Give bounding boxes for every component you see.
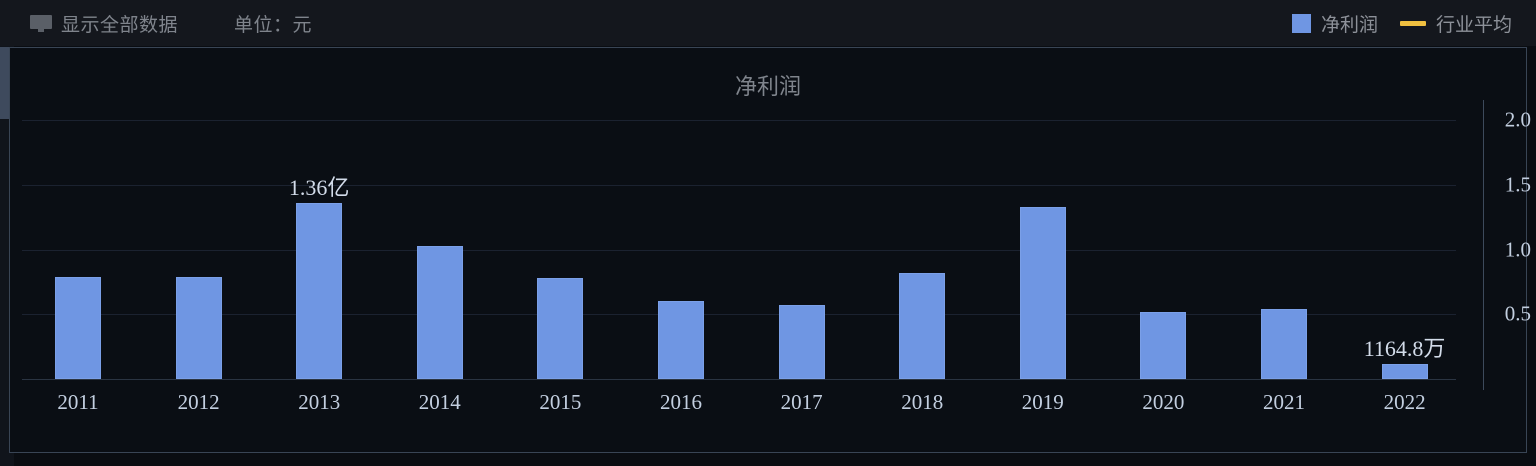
x-axis-tick-label: 2018 — [901, 390, 944, 414]
plot-area[interactable]: 0.5 1.0 1.5 2.0 2011 2012 2013 2014 2015 2016 2017… — [22, 0, 1531, 414]
bar-2013[interactable] — [296, 202, 343, 379]
legend-label-industry-average: 行业平均 — [1435, 14, 1512, 36]
x-axis-tick-label: 2022 — [1383, 390, 1426, 414]
chart-title: 净利润 — [734, 74, 801, 99]
x-axis-tick-label: 2016 — [660, 390, 702, 414]
bar-value-label-2022: 1164.8万 — [1363, 335, 1446, 361]
x-axis-tick-label: 2020 — [1142, 390, 1185, 414]
gridline — [22, 314, 1456, 316]
bar-2022[interactable] — [1381, 363, 1428, 379]
bar-2016[interactable] — [658, 301, 704, 379]
bar-2020[interactable] — [1140, 311, 1187, 379]
x-axis-tick-label: 2012 — [177, 390, 220, 414]
bar-2015[interactable] — [537, 277, 584, 379]
x-axis-line — [22, 379, 1456, 380]
x-axis-tick-label: 2021 — [1263, 390, 1305, 414]
legend: 净利润 行业平均 — [1270, 0, 1512, 46]
monitor-screen-shape — [30, 14, 52, 29]
bar-2019[interactable] — [1019, 206, 1066, 379]
top-toolbar: 显示全部数据 单位：元 净利润 行业平均 — [0, 0, 1536, 46]
toolbar-left-group: 显示全部数据 单位：元 — [30, 0, 312, 46]
x-axis-tick-label: 2019 — [1021, 390, 1064, 414]
x-axis-tick-label: 2014 — [418, 390, 461, 414]
x-axis-tick-label: 2013 — [298, 390, 341, 414]
x-axis-tick-label: 2017 — [780, 390, 823, 414]
bar-2012[interactable] — [175, 276, 222, 379]
y-axis-tick-label: 0.5 — [1504, 301, 1531, 326]
bar-2011[interactable] — [55, 276, 101, 379]
x-axis-tick-label: 2015 — [539, 390, 582, 414]
y-axis-tick-label: 1.5 — [1504, 172, 1531, 197]
legend-line-icon — [1399, 20, 1426, 26]
legend-item-industry-average[interactable]: 行业平均 — [1399, 10, 1512, 37]
monitor-icon — [30, 14, 52, 32]
gridline — [22, 120, 1456, 121]
y-axis-tick-label: 1.0 — [1504, 237, 1531, 261]
bar-2018[interactable] — [899, 272, 946, 379]
monitor-stand-shape — [38, 28, 44, 32]
unit-label: 单位：元 — [234, 14, 313, 36]
legend-item-net-profit[interactable]: 净利润 — [1291, 10, 1378, 37]
gridline — [22, 184, 1456, 186]
x-axis-tick-label: 2011 — [57, 390, 99, 414]
legend-square-icon — [1291, 13, 1311, 33]
gridline — [22, 249, 1456, 251]
bar-2014[interactable] — [416, 245, 463, 379]
y-axis-rule — [1483, 100, 1484, 390]
legend-label-net-profit: 净利润 — [1320, 14, 1378, 36]
bar-2017[interactable] — [778, 305, 825, 379]
bar-2021[interactable] — [1261, 309, 1307, 379]
show-all-data-button[interactable]: 显示全部数据 — [61, 14, 179, 36]
y-axis-tick-label: 2.0 — [1504, 107, 1531, 132]
bar-value-label-2013: 1.36亿 — [288, 174, 350, 200]
